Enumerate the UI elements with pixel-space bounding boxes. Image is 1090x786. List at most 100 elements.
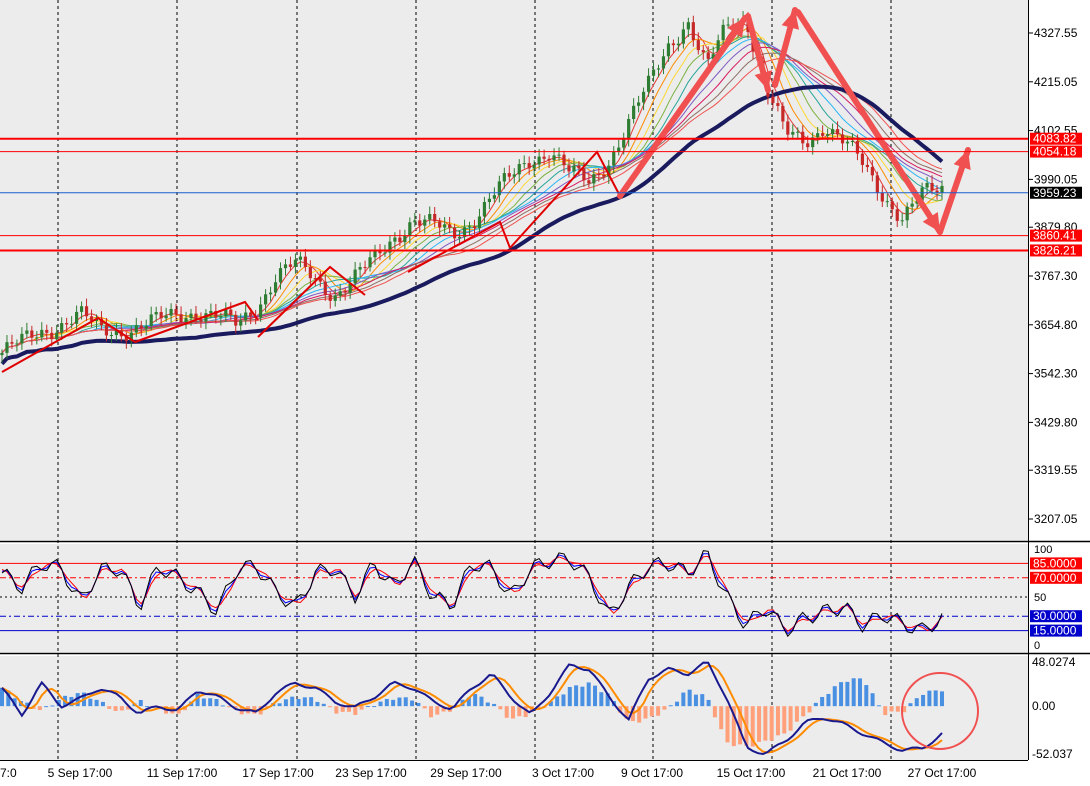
- macd-histogram-bar: [668, 705, 673, 707]
- candle-body: [373, 249, 377, 258]
- x-tick-label: 27 Oct 17:00: [908, 766, 977, 780]
- macd-histogram-bar: [422, 706, 427, 709]
- macd-histogram-bar: [605, 693, 610, 707]
- candle-body: [204, 313, 208, 322]
- candle-body: [925, 183, 929, 188]
- candle-body: [607, 165, 611, 177]
- macd-histogram-bar: [712, 706, 717, 718]
- level-label-bg: [1030, 145, 1082, 158]
- macd-histogram-bar: [908, 703, 913, 707]
- candle-body: [562, 154, 566, 166]
- candle-body: [940, 185, 944, 193]
- stoch-line: [1, 555, 943, 632]
- candle-body: [567, 165, 571, 172]
- macd-histogram-bar: [851, 678, 856, 707]
- x-tick-label: 17 Sep 17:00: [242, 766, 314, 780]
- candle-body: [408, 222, 412, 236]
- ma-ribbon-line: [1, 35, 943, 354]
- x-tick-label: 9 Oct 17:00: [621, 766, 683, 780]
- macd-histogram-bar: [693, 694, 698, 707]
- stochastic-panel: [0, 544, 1028, 652]
- candle-body: [273, 282, 278, 293]
- macd-histogram-bar: [365, 706, 370, 708]
- macd-histogram-bar: [687, 689, 692, 707]
- macd-histogram-bar: [466, 697, 471, 707]
- candle-body: [671, 43, 676, 46]
- level-label-bg: [1030, 244, 1082, 257]
- candle-body: [428, 213, 432, 220]
- macd-y-tick-label: 0.00: [1032, 699, 1056, 713]
- stoch-y-tick-label: 100: [1034, 544, 1052, 556]
- candle-body: [472, 226, 477, 229]
- macd-histogram-bar: [574, 685, 579, 707]
- candle-body: [124, 336, 128, 342]
- candle-body: [159, 312, 163, 319]
- y-tick-label: 3990.05: [1034, 172, 1078, 186]
- candle-body: [333, 295, 337, 301]
- candle-body: [835, 129, 840, 135]
- candle-body: [50, 332, 54, 340]
- candle-body: [338, 291, 342, 296]
- candle-body: [30, 330, 34, 338]
- macd-histogram-bar: [775, 706, 780, 736]
- macd-histogram-bar: [523, 706, 528, 718]
- stoch-level-label: 15.0000: [1033, 624, 1077, 638]
- candle-body: [209, 310, 213, 314]
- macd-histogram-bar: [706, 699, 711, 707]
- candle-body: [298, 256, 303, 260]
- level-label: 4054.18: [1033, 145, 1077, 159]
- macd-histogram-bar: [807, 706, 812, 713]
- candle-body: [393, 237, 397, 242]
- candle-body: [75, 311, 79, 324]
- macd-histogram-bar: [50, 705, 55, 707]
- candle-body: [229, 309, 233, 315]
- macd-histogram-bar: [302, 697, 307, 707]
- candle-body: [25, 330, 29, 334]
- candle-body: [826, 134, 830, 136]
- candle-body: [358, 267, 362, 270]
- candle-body: [492, 195, 496, 199]
- candle-body: [199, 319, 203, 322]
- candle-body: [522, 163, 526, 165]
- stoch-level-bg: [1030, 610, 1082, 623]
- macd-histogram-bar: [44, 706, 49, 708]
- y-tick-label: 3767.30: [1034, 269, 1078, 283]
- candle-body: [139, 325, 143, 329]
- candle-body: [65, 323, 69, 325]
- macd-histogram-bar: [208, 698, 213, 707]
- candle-body: [189, 313, 193, 319]
- macd-histogram-bar: [870, 693, 875, 707]
- level-label-bg: [1030, 186, 1082, 199]
- trend-arrow: [795, 9, 943, 235]
- macd-signal-line: [1, 664, 943, 754]
- macd-histogram-bar: [25, 702, 30, 707]
- candle-body: [433, 213, 437, 222]
- ma-slow-line: [0, 84, 944, 366]
- macd-histogram-bar: [321, 703, 326, 707]
- macd-histogram-bar: [567, 686, 572, 707]
- candle-body: [786, 121, 790, 135]
- candle-body: [363, 267, 367, 269]
- macd-histogram-bar: [656, 706, 661, 716]
- macd-histogram-bar: [921, 694, 926, 707]
- macd-histogram-bar: [624, 706, 629, 719]
- macd-histogram-bar: [346, 706, 351, 712]
- candle-body: [930, 183, 934, 191]
- trend-arrow-head: [922, 211, 940, 232]
- candle-body: [517, 163, 521, 175]
- candle-body: [413, 220, 417, 223]
- y-tick-label: 3429.80: [1034, 415, 1078, 429]
- candle-body: [452, 227, 457, 239]
- candle-body: [303, 256, 307, 267]
- macd-histogram-bar: [100, 701, 105, 707]
- candle-body: [935, 190, 939, 193]
- pattern-triangle: [257, 265, 366, 338]
- candle-body: [632, 105, 636, 120]
- macd-histogram-bar: [637, 706, 642, 723]
- level-label: 3860.41: [1033, 229, 1077, 243]
- candle-body: [109, 335, 114, 337]
- candle-body: [542, 156, 546, 159]
- candle-body: [622, 138, 626, 148]
- candle-body: [477, 216, 482, 229]
- candle-body: [656, 68, 661, 70]
